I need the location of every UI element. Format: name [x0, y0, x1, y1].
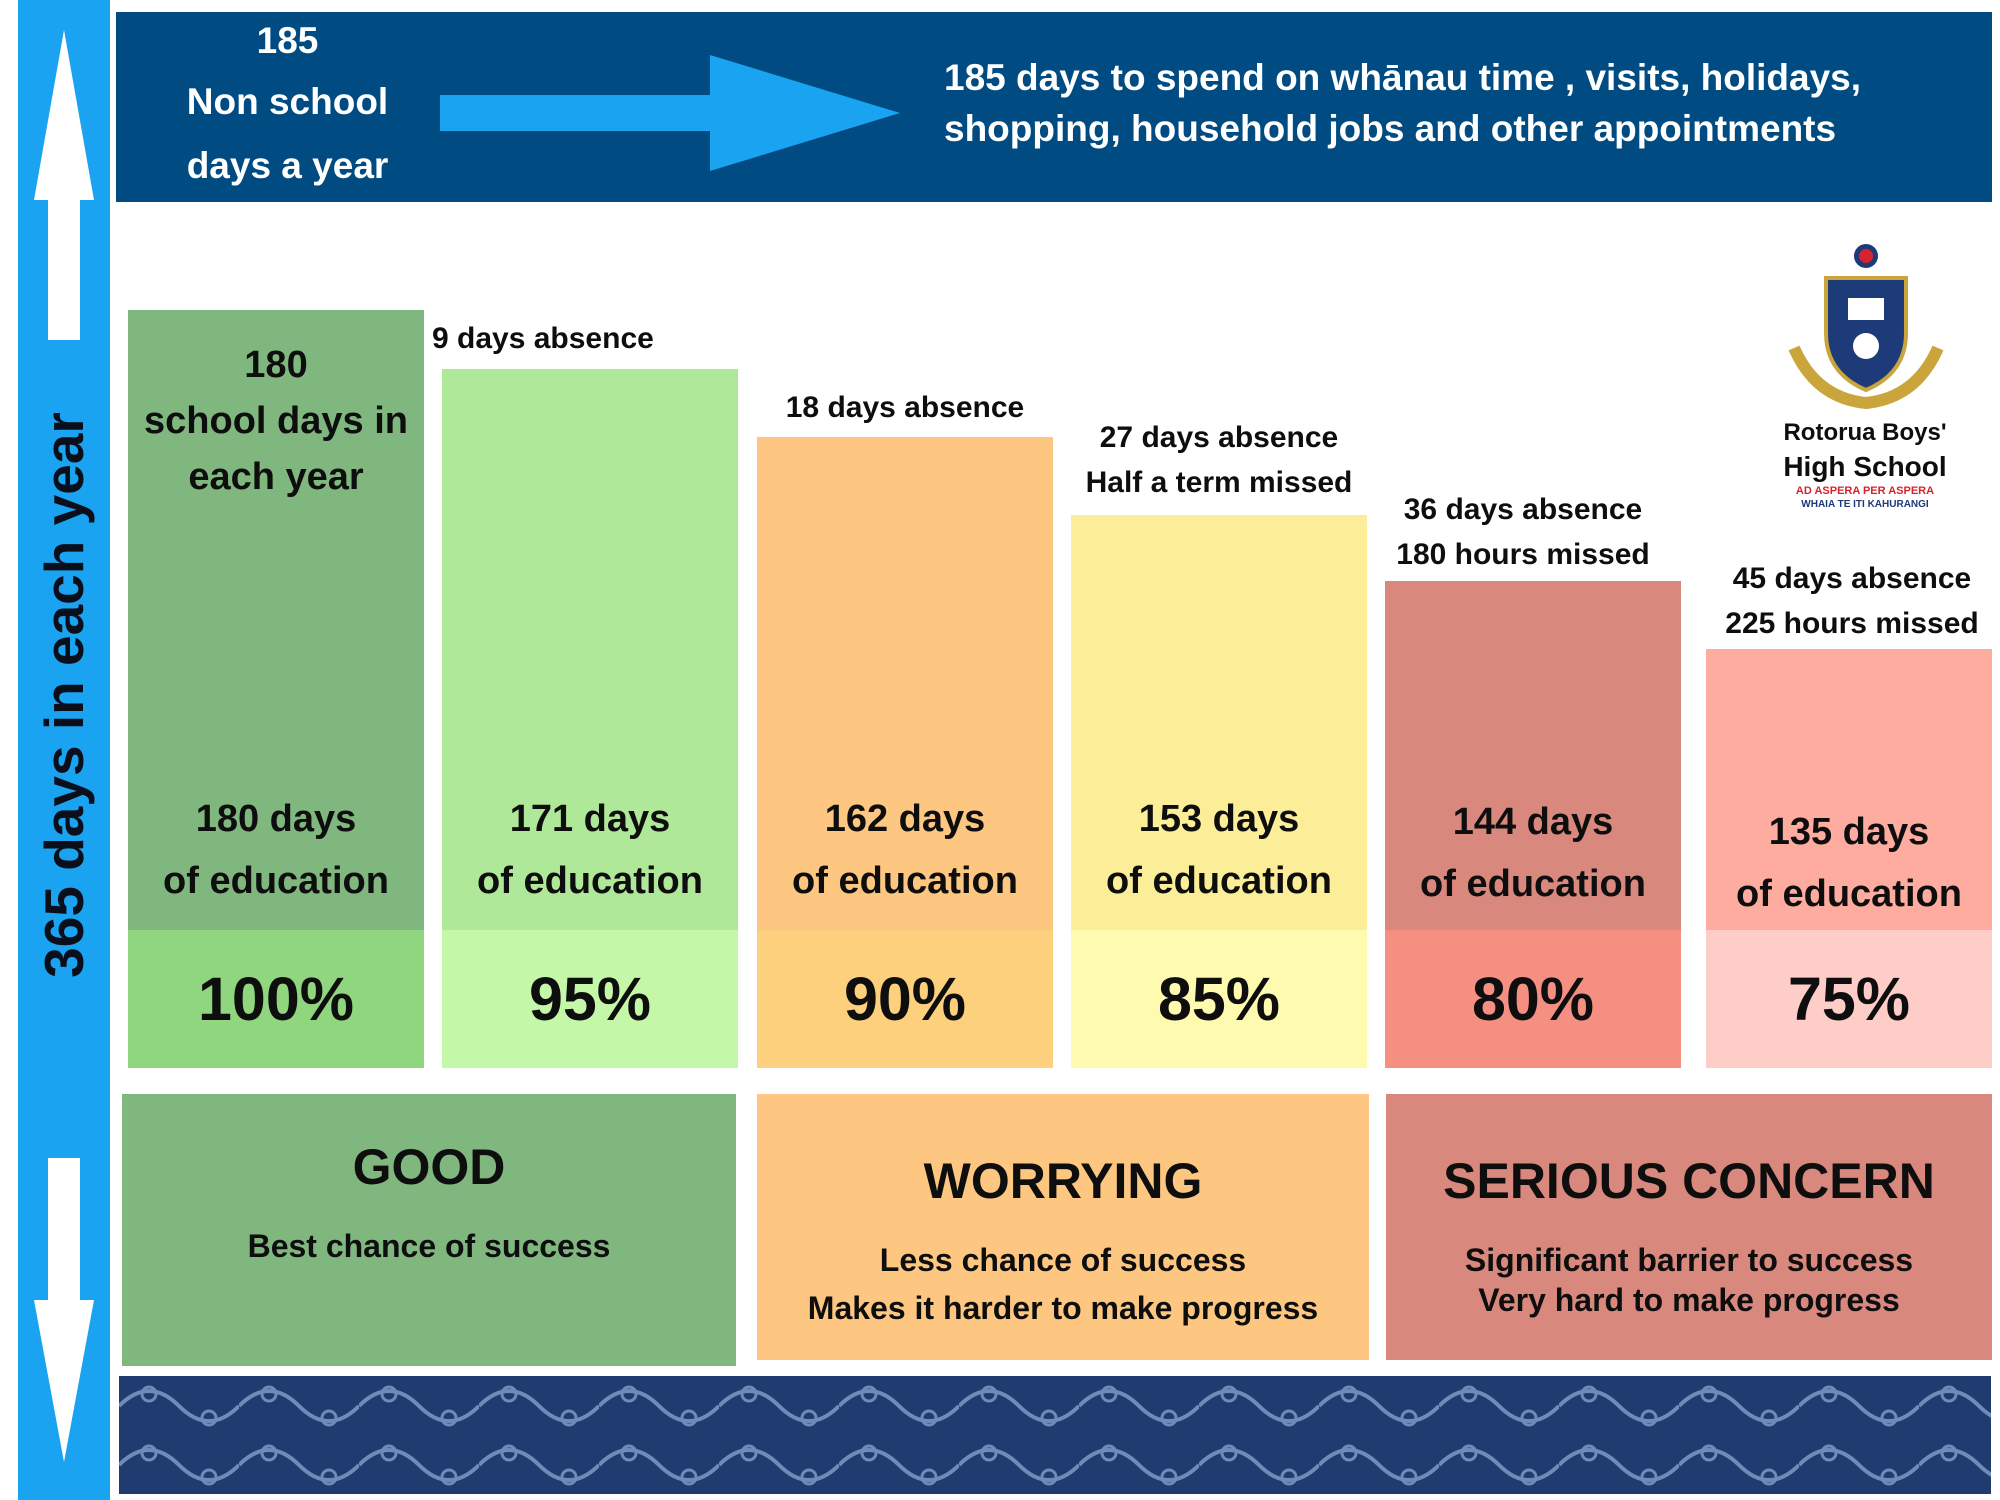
caption-line: Half a term missed: [1085, 466, 1353, 499]
category-title: GOOD: [352, 1139, 506, 1195]
days-label: 162 days: [824, 798, 986, 840]
side-label-text: 365 days in each year: [33, 412, 96, 978]
percent-label: 80%: [1385, 930, 1681, 1068]
attendance-column-80: 144 days of education 80%: [1385, 581, 1681, 1068]
school-motto: AD ASPERA PER ASPERA: [1795, 485, 1935, 497]
category-desc: Makes it harder to make progress: [807, 1290, 1319, 1326]
caption-line: 27 days absence: [1099, 421, 1339, 454]
kowhaiwhai-pattern: [119, 1376, 1991, 1494]
up-down-arrow-icon: [34, 30, 94, 1462]
percent-label: 75%: [1706, 930, 1992, 1068]
column-top: [442, 369, 738, 930]
arrow-down-icon: [34, 1158, 94, 1462]
non-school-count: 185: [256, 20, 319, 61]
school-name-line2: High School: [1783, 451, 1947, 482]
column-caption: 9 days absence: [432, 316, 712, 361]
percent-label: 90%: [757, 930, 1053, 1068]
edu-label: of education: [1106, 860, 1332, 902]
pattern-graphic: [119, 1376, 1991, 1494]
percent-label: 100%: [128, 930, 424, 1068]
non-school-line2: days a year: [186, 145, 389, 186]
side-label: 365 days in each year: [18, 0, 110, 1500]
education-days: 135 days of education: [1706, 801, 1992, 925]
caption-line: 180: [244, 344, 308, 386]
education-days: 180 days of education: [128, 788, 424, 912]
education-days: 171 days of education: [442, 788, 738, 912]
days-label: 171 days: [509, 798, 671, 840]
non-school-days: 185 Non school days a year: [150, 12, 425, 198]
caption-line: 9 days absence: [432, 322, 654, 355]
attendance-column-95: 171 days of education 95%: [442, 369, 738, 1068]
column-caption: 180 school days in each year: [128, 337, 424, 505]
category-desc: Less chance of success: [879, 1242, 1247, 1278]
caption-line: 180 hours missed: [1396, 538, 1650, 571]
top-banner: [116, 12, 1992, 202]
caption-line: 225 hours missed: [1725, 607, 1979, 640]
attendance-column-85: 153 days of education 85%: [1071, 515, 1367, 1068]
category-title: SERIOUS CONCERN: [1443, 1153, 1935, 1209]
category-desc: Very hard to make progress: [1478, 1282, 1900, 1318]
column-top: [128, 310, 424, 930]
right-arrow-icon: [440, 55, 900, 171]
column-caption: 36 days absence 180 hours missed: [1376, 487, 1670, 577]
caption-line: 45 days absence: [1732, 562, 1972, 595]
column-caption: 27 days absence Half a term missed: [1066, 415, 1372, 505]
banner-description: 185 days to spend on whānau time , visit…: [944, 57, 1862, 149]
column-top: [1706, 649, 1992, 930]
percent-label: 95%: [442, 930, 738, 1068]
education-days: 153 days of education: [1071, 788, 1367, 912]
category-good: GOOD Best chance of success: [122, 1094, 736, 1366]
column-caption: 45 days absence 225 hours missed: [1710, 556, 1994, 646]
days-label: 144 days: [1452, 801, 1614, 843]
days-label: 153 days: [1138, 798, 1300, 840]
education-days: 144 days of education: [1385, 791, 1681, 915]
category-worrying: WORRYING Less chance of success Makes it…: [757, 1094, 1369, 1360]
attendance-column-100: 180 school days in each year 180 days of…: [128, 310, 424, 1068]
edu-label: of education: [1420, 863, 1646, 905]
edu-label: of education: [163, 860, 389, 902]
school-name: Rotorua Boys' High School AD ASPERA PER …: [1760, 416, 1970, 511]
caption-line: 36 days absence: [1403, 493, 1643, 526]
school-tagline: WHAIA TE ITI KAHURANGI: [1801, 499, 1929, 510]
arrow-up-icon: [34, 30, 94, 340]
education-days: 162 days of education: [757, 788, 1053, 912]
edu-label: of education: [477, 860, 703, 902]
caption-line: school days in: [144, 400, 408, 442]
attendance-column-90: 162 days of education 90%: [757, 437, 1053, 1068]
column-top: [1385, 581, 1681, 930]
column-top: [1071, 515, 1367, 930]
category-desc: Significant barrier to success: [1464, 1242, 1914, 1278]
non-school-line1: Non school: [186, 81, 389, 122]
caption-line: each year: [188, 456, 364, 498]
column-top: [757, 437, 1053, 930]
edu-label: of education: [792, 860, 1018, 902]
school-crest-icon: [1788, 244, 1944, 410]
category-title: WORRYING: [923, 1153, 1203, 1209]
caption-line: 18 days absence: [785, 391, 1025, 424]
attendance-column-75: 135 days of education 75%: [1706, 649, 1992, 1068]
percent-label: 85%: [1071, 930, 1367, 1068]
edu-label: of education: [1736, 873, 1962, 915]
school-name-line1: Rotorua Boys': [1783, 419, 1947, 446]
category-serious-concern: SERIOUS CONCERN Significant barrier to s…: [1386, 1094, 1992, 1360]
days-label: 135 days: [1768, 811, 1930, 853]
days-label: 180 days: [195, 798, 357, 840]
column-caption: 18 days absence: [760, 385, 1050, 430]
category-desc: Best chance of success: [247, 1228, 611, 1264]
